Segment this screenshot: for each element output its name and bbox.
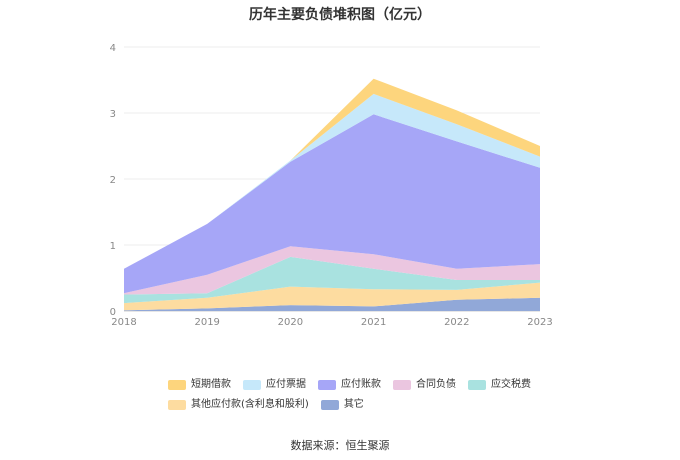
area-合同负债 [124, 246, 540, 295]
legend-item[interactable]: 短期借款 [168, 378, 231, 392]
y-tick-label: 2 [110, 175, 116, 186]
y-tick-label: 1 [110, 241, 116, 252]
legend-swatch [393, 380, 411, 390]
legend-label: 合同负债 [416, 379, 456, 390]
y-tick-label: 4 [110, 43, 116, 54]
data-source: 数据来源：恒生聚源 [290, 439, 390, 452]
x-tick-label: 2021 [361, 317, 386, 328]
y-tick-label: 3 [110, 109, 116, 120]
legend-item[interactable]: 应付账款 [318, 378, 381, 392]
legend-label: 其他应付款(含利息和股利) [191, 399, 309, 410]
legend: 短期借款 应付票据 应付账款 合同负债 应交税费 其他应付款(含利息和股利) 其它 [168, 378, 568, 412]
area-series [124, 78, 540, 311]
legend-swatch [320, 400, 339, 410]
legend-row-2: 其他应付款(含利息和股利) 其它 [168, 398, 568, 412]
legend-item[interactable]: 合同负债 [393, 378, 456, 392]
legend-label: 应交税费 [491, 379, 531, 390]
legend-item[interactable]: 应交税费 [468, 378, 531, 392]
x-tick-label: 2023 [527, 317, 552, 328]
area-其他应付款(含利息和股利) [124, 282, 540, 311]
area-应付票据 [124, 93, 540, 269]
legend-swatch [168, 380, 186, 390]
x-tick-label: 2018 [111, 317, 136, 328]
axes: 0 1 2 3 4 2018 2019 2020 2021 2022 2023 [110, 43, 553, 328]
legend-swatch [318, 380, 336, 390]
x-tick-label: 2019 [194, 317, 219, 328]
x-tick-label: 2022 [444, 317, 469, 328]
area-应交税费 [124, 256, 540, 304]
legend-row-1: 短期借款 应付票据 应付账款 合同负债 应交税费 [168, 378, 568, 392]
chart-title: 历年主要负债堆积图（亿元） [249, 7, 431, 23]
legend-label: 应付账款 [341, 379, 381, 390]
legend-item[interactable]: 应付票据 [243, 378, 306, 392]
legend-swatch [168, 400, 186, 410]
legend-label: 短期借款 [191, 379, 231, 390]
y-tick-label: 0 [110, 307, 116, 318]
legend-label: 应付票据 [266, 379, 306, 390]
x-tick-label: 2020 [278, 317, 303, 328]
legend-swatch [468, 380, 486, 390]
area-其它 [124, 297, 540, 311]
area-应付账款 [124, 114, 540, 294]
legend-item[interactable]: 其它 [320, 398, 364, 412]
legend-item[interactable]: 其他应付款(含利息和股利) [168, 398, 309, 412]
legend-swatch [243, 380, 261, 390]
legend-label: 其它 [343, 399, 364, 410]
